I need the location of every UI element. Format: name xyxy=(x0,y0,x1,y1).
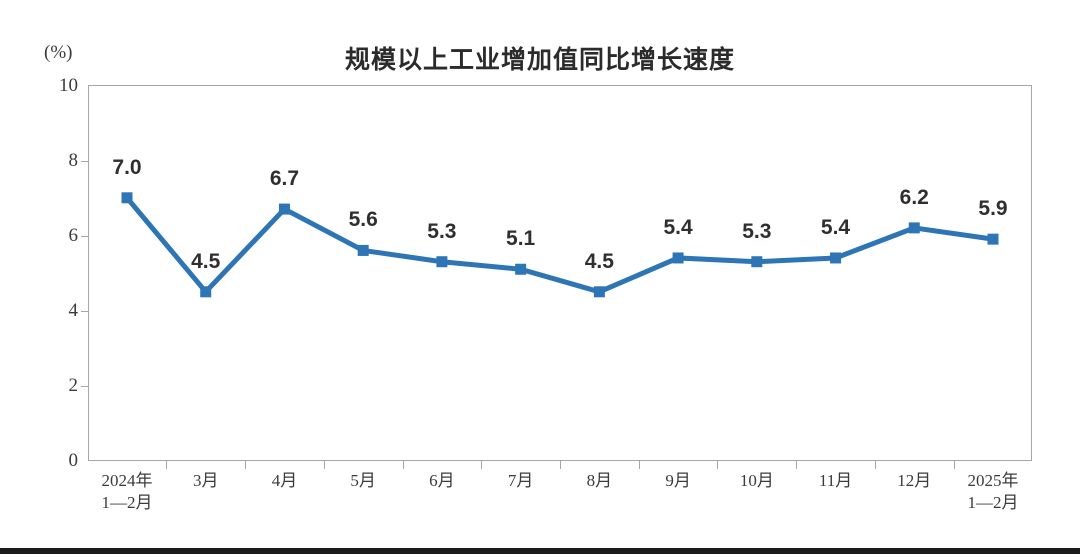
data-value-label: 5.9 xyxy=(978,197,1008,221)
y-tick-mark-6 xyxy=(81,236,89,237)
y-tick-mark-4 xyxy=(81,311,89,312)
y-tick-label-6: 6 xyxy=(68,225,79,246)
data-value-label: 5.4 xyxy=(663,215,693,239)
data-value-label: 7.0 xyxy=(112,155,142,179)
y-tick-label-2: 2 xyxy=(68,375,79,396)
data-value-label: 4.5 xyxy=(191,249,221,273)
x-tick-label: 8月 xyxy=(586,471,613,490)
x-tick-mark xyxy=(560,461,561,469)
x-tick-label: 3月 xyxy=(192,471,219,490)
y-tick-label-8: 8 xyxy=(68,150,79,171)
x-tick-label: 9月 xyxy=(665,471,691,490)
data-value-label: 4.5 xyxy=(584,249,614,273)
x-tick-mark xyxy=(638,461,640,469)
data-value-label: 5.3 xyxy=(742,219,772,243)
x-tick-mark xyxy=(953,461,955,469)
x-tick-label: 4月 xyxy=(271,471,298,490)
x-tick-label: 11月 xyxy=(818,471,853,490)
y-tick-label-10: 10 xyxy=(59,75,78,96)
x-tick-mark xyxy=(245,461,247,469)
y-tick-label-4: 4 xyxy=(68,300,79,321)
chart-title: 规模以上工业增加值同比增长速度 xyxy=(344,46,735,74)
data-value-label: 5.3 xyxy=(427,219,457,243)
y-axis-unit-label: (%) xyxy=(44,42,73,63)
x-tick-label: 12月 xyxy=(897,471,932,490)
x-tick-label: 2025年 1—2月 xyxy=(967,471,1019,512)
x-tick-label: 5月 xyxy=(350,471,376,490)
x-tick-mark xyxy=(323,461,325,469)
y-axis-tick-labels: 0 2 4 6 8 10 xyxy=(34,0,78,560)
x-tick-mark xyxy=(166,461,168,469)
x-tick-label: 10月 xyxy=(739,471,774,490)
y-tick-mark-2 xyxy=(81,386,89,387)
y-tick-label-0: 0 xyxy=(68,450,79,471)
x-tick-mark xyxy=(874,461,876,469)
x-tick-label: 7月 xyxy=(507,471,534,490)
data-value-label: 6.7 xyxy=(269,167,300,191)
data-value-label: 5.1 xyxy=(506,227,536,251)
bottom-rule xyxy=(0,548,1080,554)
x-tick-mark xyxy=(717,461,719,469)
y-tick-mark-8 xyxy=(81,161,89,162)
x-tick-label: 6月 xyxy=(429,471,455,490)
x-tick-label: 2024年 1—2月 xyxy=(101,471,153,512)
data-value-label: 6.2 xyxy=(899,185,929,209)
data-value-label: 5.4 xyxy=(820,215,851,239)
x-tick-mark xyxy=(481,461,483,469)
data-value-label: 5.6 xyxy=(348,208,378,232)
x-tick-mark xyxy=(796,461,798,469)
x-tick-mark xyxy=(402,461,404,469)
